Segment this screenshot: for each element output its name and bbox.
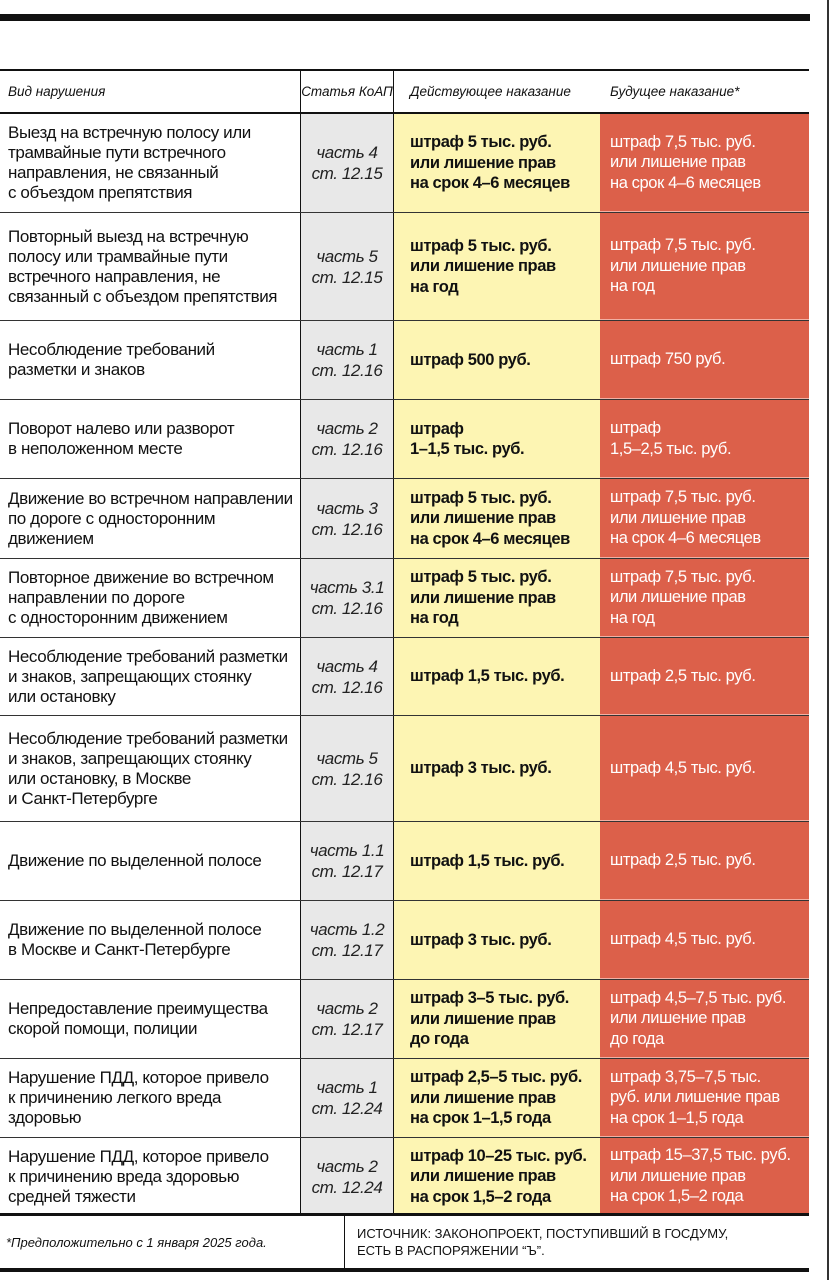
cell-future: штраф 750 руб.: [600, 321, 809, 399]
cell-future: штраф 4,5 тыс. руб.: [600, 901, 809, 979]
cell-future: штраф 4,5 тыс. руб.: [600, 716, 809, 821]
table-row: Движение по выделенной полосе часть 1.1 с…: [0, 822, 809, 901]
table-row: Повторное движение во встречном направле…: [0, 559, 809, 638]
cell-violation: Непредоставление преимущества скорой пом…: [0, 980, 301, 1058]
table-body: Выезд на встречную полосу или трамвайные…: [0, 114, 809, 1216]
cell-future: штраф 7,5 тыс. руб. или лишение прав на …: [600, 114, 809, 212]
cell-violation: Несоблюдение требований разметки и знако…: [0, 321, 301, 399]
table-row: Выезд на встречную полосу или трамвайные…: [0, 114, 809, 213]
penalties-table: Вид нарушения Статья КоАП Действующее на…: [0, 69, 809, 1216]
header-future: Будущее наказание*: [610, 84, 740, 99]
cell-article: часть 1.1 ст. 12.17: [301, 822, 394, 900]
cell-current: штраф 5 тыс. руб. или лишение прав на ср…: [394, 114, 600, 212]
cell-violation: Движение по выделенной полосе: [0, 822, 301, 900]
cell-current: штраф 1–1,5 тыс. руб.: [394, 400, 600, 478]
cell-violation: Повторное движение во встречном направле…: [0, 559, 301, 637]
cell-future: штраф 1,5–2,5 тыс. руб.: [600, 400, 809, 478]
cell-future: штраф 7,5 тыс. руб. или лишение прав на …: [600, 213, 809, 320]
cell-article: часть 3 ст. 12.16: [301, 479, 394, 558]
cell-article: часть 1 ст. 12.16: [301, 321, 394, 399]
cell-current: штраф 1,5 тыс. руб.: [394, 822, 600, 900]
cell-current: штраф 10–25 тыс. руб. или лишение прав н…: [394, 1138, 600, 1215]
cell-article: часть 2 ст. 12.24: [301, 1138, 394, 1215]
cell-violation: Нарушение ПДД, которое привело к причине…: [0, 1059, 301, 1137]
right-edge-rule: [827, 0, 829, 1280]
cell-violation: Нарушение ПДД, которое привело к причине…: [0, 1138, 301, 1215]
cell-current: штраф 5 тыс. руб. или лишение прав на го…: [394, 213, 600, 320]
top-rule: [0, 14, 810, 21]
cell-future: штраф 3,75–7,5 тыс. руб. или лишение пра…: [600, 1059, 809, 1137]
cell-violation: Выезд на встречную полосу или трамвайные…: [0, 114, 301, 212]
table-row: Несоблюдение требований разметки и знако…: [0, 321, 809, 400]
cell-current: штраф 2,5–5 тыс. руб. или лишение прав н…: [394, 1059, 600, 1137]
table-row: Непредоставление преимущества скорой пом…: [0, 980, 809, 1059]
cell-article: часть 4 ст. 12.15: [301, 114, 394, 212]
table-row: Повторный выезд на встречную полосу или …: [0, 213, 809, 321]
cell-current: штраф 5 тыс. руб. или лишение прав на го…: [394, 559, 600, 637]
cell-violation: Повторный выезд на встречную полосу или …: [0, 213, 301, 320]
source-note: ИСТОЧНИК: ЗАКОНОПРОЕКТ, ПОСТУПИВШИЙ В ГО…: [357, 1226, 729, 1258]
footer: *Предположительно с 1 января 2025 года. …: [0, 1213, 809, 1272]
cell-article: часть 5 ст. 12.15: [301, 213, 394, 320]
cell-violation: Несоблюдение требований разметки и знако…: [0, 716, 301, 821]
cell-future: штраф 7,5 тыс. руб. или лишение прав на …: [600, 479, 809, 558]
cell-current: штраф 3 тыс. руб.: [394, 901, 600, 979]
cell-article: часть 2 ст. 12.16: [301, 400, 394, 478]
table-row: Поворот налево или разворот в неположенн…: [0, 400, 809, 479]
table-row: Несоблюдение требований разметки и знако…: [0, 638, 809, 716]
cell-article: часть 1.2 ст. 12.17: [301, 901, 394, 979]
cell-future: штраф 4,5–7,5 тыс. руб. или лишение прав…: [600, 980, 809, 1058]
header-article: Статья КоАП: [301, 71, 394, 112]
table-row: Нарушение ПДД, которое привело к причине…: [0, 1059, 809, 1138]
cell-current: штраф 3–5 тыс. руб. или лишение прав до …: [394, 980, 600, 1058]
table-row: Нарушение ПДД, которое привело к причине…: [0, 1138, 809, 1216]
table-row: Движение во встречном направлении по дор…: [0, 479, 809, 559]
cell-current: штраф 500 руб.: [394, 321, 600, 399]
cell-future: штраф 15–37,5 тыс. руб. или лишение прав…: [600, 1138, 809, 1215]
cell-violation: Поворот налево или разворот в неположенн…: [0, 400, 301, 478]
cell-article: часть 3.1 ст. 12.16: [301, 559, 394, 637]
cell-violation: Движение по выделенной полосе в Москве и…: [0, 901, 301, 979]
cell-future: штраф 2,5 тыс. руб.: [600, 822, 809, 900]
header-current: Действующее наказание: [410, 84, 571, 99]
cell-future: штраф 7,5 тыс. руб. или лишение прав на …: [600, 559, 809, 637]
cell-current: штраф 3 тыс. руб.: [394, 716, 600, 821]
table-header: Вид нарушения Статья КоАП Действующее на…: [0, 71, 809, 114]
cell-violation: Движение во встречном направлении по дор…: [0, 479, 301, 558]
table-row: Движение по выделенной полосе в Москве и…: [0, 901, 809, 980]
cell-current: штраф 5 тыс. руб. или лишение прав на ср…: [394, 479, 600, 558]
cell-future: штраф 2,5 тыс. руб.: [600, 638, 809, 715]
cell-article: часть 1 ст. 12.24: [301, 1059, 394, 1137]
footnote: *Предположительно с 1 января 2025 года.: [0, 1216, 345, 1268]
cell-current: штраф 1,5 тыс. руб.: [394, 638, 600, 715]
cell-violation: Несоблюдение требований разметки и знако…: [0, 638, 301, 715]
cell-article: часть 5 ст. 12.16: [301, 716, 394, 821]
table-row: Несоблюдение требований разметки и знако…: [0, 716, 809, 822]
cell-article: часть 4 ст. 12.16: [301, 638, 394, 715]
cell-article: часть 2 ст. 12.17: [301, 980, 394, 1058]
header-violation: Вид нарушения: [0, 71, 301, 112]
